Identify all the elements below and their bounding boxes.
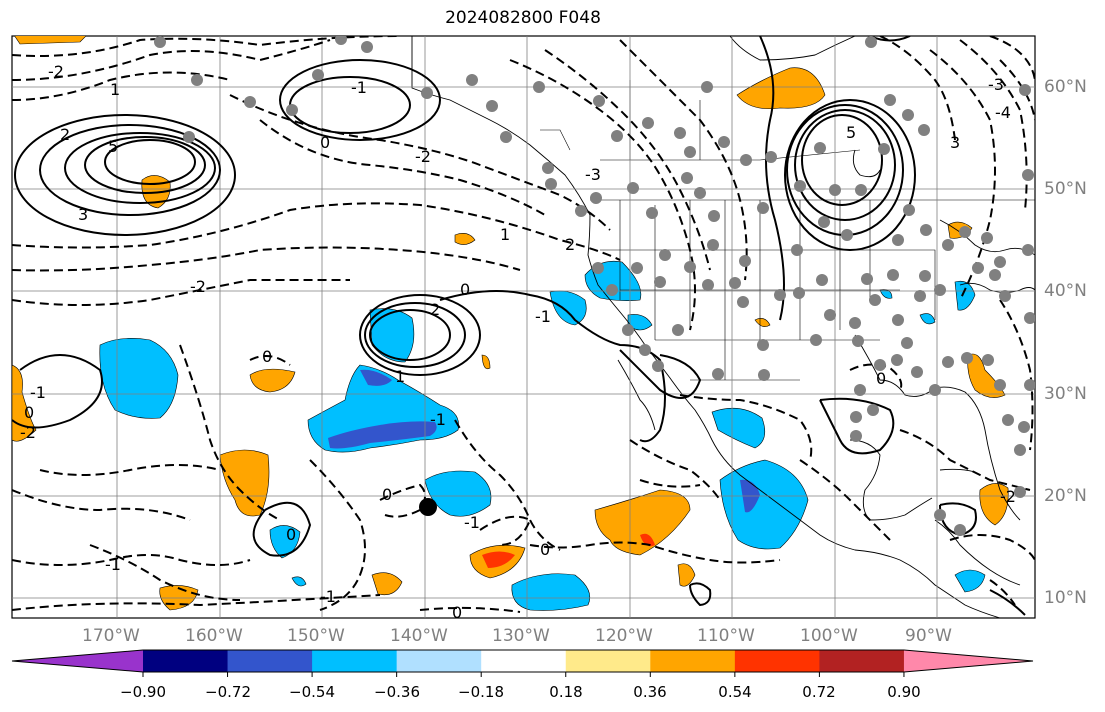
contour-label: 0 (286, 525, 296, 544)
contour-label: 0 (876, 369, 886, 388)
colorbar-segment (650, 650, 736, 672)
colorbar-tick-label: −0.90 (120, 683, 166, 701)
contour-label: -2 (190, 277, 206, 296)
map-title: 2024082800 F048 (445, 8, 601, 28)
lon-label: 120°W (595, 626, 653, 646)
contour-label: 0 (452, 603, 462, 622)
contour-label: -3 (988, 75, 1004, 94)
contour-label: 1 (500, 225, 510, 244)
lon-label: 90°W (905, 626, 952, 646)
contour-label: -1 (105, 555, 121, 574)
lon-label: 110°W (697, 626, 755, 646)
colorbar-tick-label: 0.36 (633, 683, 667, 701)
contour-label: 2 (430, 300, 440, 319)
lat-label: 60°N (1044, 77, 1087, 97)
lon-label: 130°W (492, 626, 550, 646)
contour-label: -2 (20, 423, 36, 442)
colorbar-tick-label: −0.54 (289, 683, 335, 701)
contour-label: 3 (950, 133, 960, 152)
lon-label: 160°W (185, 626, 243, 646)
colorbar-tick-label: −0.18 (458, 683, 504, 701)
colorbar-tick-label: 0.18 (549, 683, 583, 701)
lat-label: 20°N (1044, 486, 1087, 506)
colorbar-tick-label: −0.72 (205, 683, 251, 701)
lat-label: 50°N (1044, 179, 1087, 199)
contour-label: 1 (395, 367, 405, 386)
colorbar-tick-label: −0.36 (374, 683, 420, 701)
contour-label: 0 (320, 133, 330, 152)
contour-label: -1 (430, 410, 446, 429)
colorbar (11, 649, 1034, 677)
contour-label: 5 (846, 123, 856, 142)
colorbar-extend-low (12, 650, 143, 672)
colorbar-segment (312, 650, 398, 672)
contour-label: 0 (460, 280, 470, 299)
contour-label: -1 (464, 513, 480, 532)
contour-label: -3 (585, 165, 601, 184)
lon-label: 150°W (287, 626, 345, 646)
contour-label: 0 (262, 347, 272, 366)
contour-label: -1 (30, 383, 46, 402)
contour-labels: -2 1 2 3 5 -1 0 -2 1 2 5 3 -3 -4 -3 2 0 … (20, 62, 1016, 622)
colorbar-segment (819, 650, 905, 672)
contour-label: -4 (995, 103, 1011, 122)
colorbar-segment (396, 650, 482, 672)
contour-label: -2 (415, 147, 431, 166)
colorbar-tick-label: 0.54 (718, 683, 752, 701)
contour-label: -1 (351, 78, 367, 97)
colorbar-tick-label: 0.90 (887, 683, 921, 701)
contour-label: 0 (540, 540, 550, 559)
weather-map: -2 1 2 3 5 -1 0 -2 1 2 5 3 -3 -4 -3 2 0 … (11, 35, 1036, 622)
lat-label: 30°N (1044, 384, 1087, 404)
contour-label: -1 (320, 587, 336, 606)
contour-label: -2 (1000, 487, 1016, 506)
storm-marker (419, 498, 437, 516)
colorbar-segment (143, 650, 229, 672)
contour-label: 3 (78, 205, 88, 224)
contour-label: -2 (48, 62, 64, 81)
lon-label: 170°W (82, 626, 140, 646)
contour-label: 5 (108, 137, 118, 156)
contour-label: 0 (382, 485, 392, 504)
colorbar-segment (481, 650, 567, 672)
contour-label: 2 (60, 125, 70, 144)
colorbar-segment (565, 650, 651, 672)
lon-label: 140°W (390, 626, 448, 646)
station-dots (154, 36, 1035, 536)
contour-label: 0 (24, 403, 34, 422)
colorbar-tick-label: 0.72 (802, 683, 836, 701)
colorbar-segment (227, 650, 313, 672)
lat-label: 40°N (1044, 281, 1087, 301)
contour-label: 2 (565, 235, 575, 254)
lon-label: 100°W (800, 626, 858, 646)
colorbar-segment (734, 650, 820, 672)
colorbar-extend-high (903, 650, 1033, 672)
contour-label: -1 (535, 307, 551, 326)
contour-label: 1 (110, 80, 120, 99)
lat-label: 10°N (1044, 588, 1087, 608)
contour-dashed-layer (12, 36, 1035, 613)
